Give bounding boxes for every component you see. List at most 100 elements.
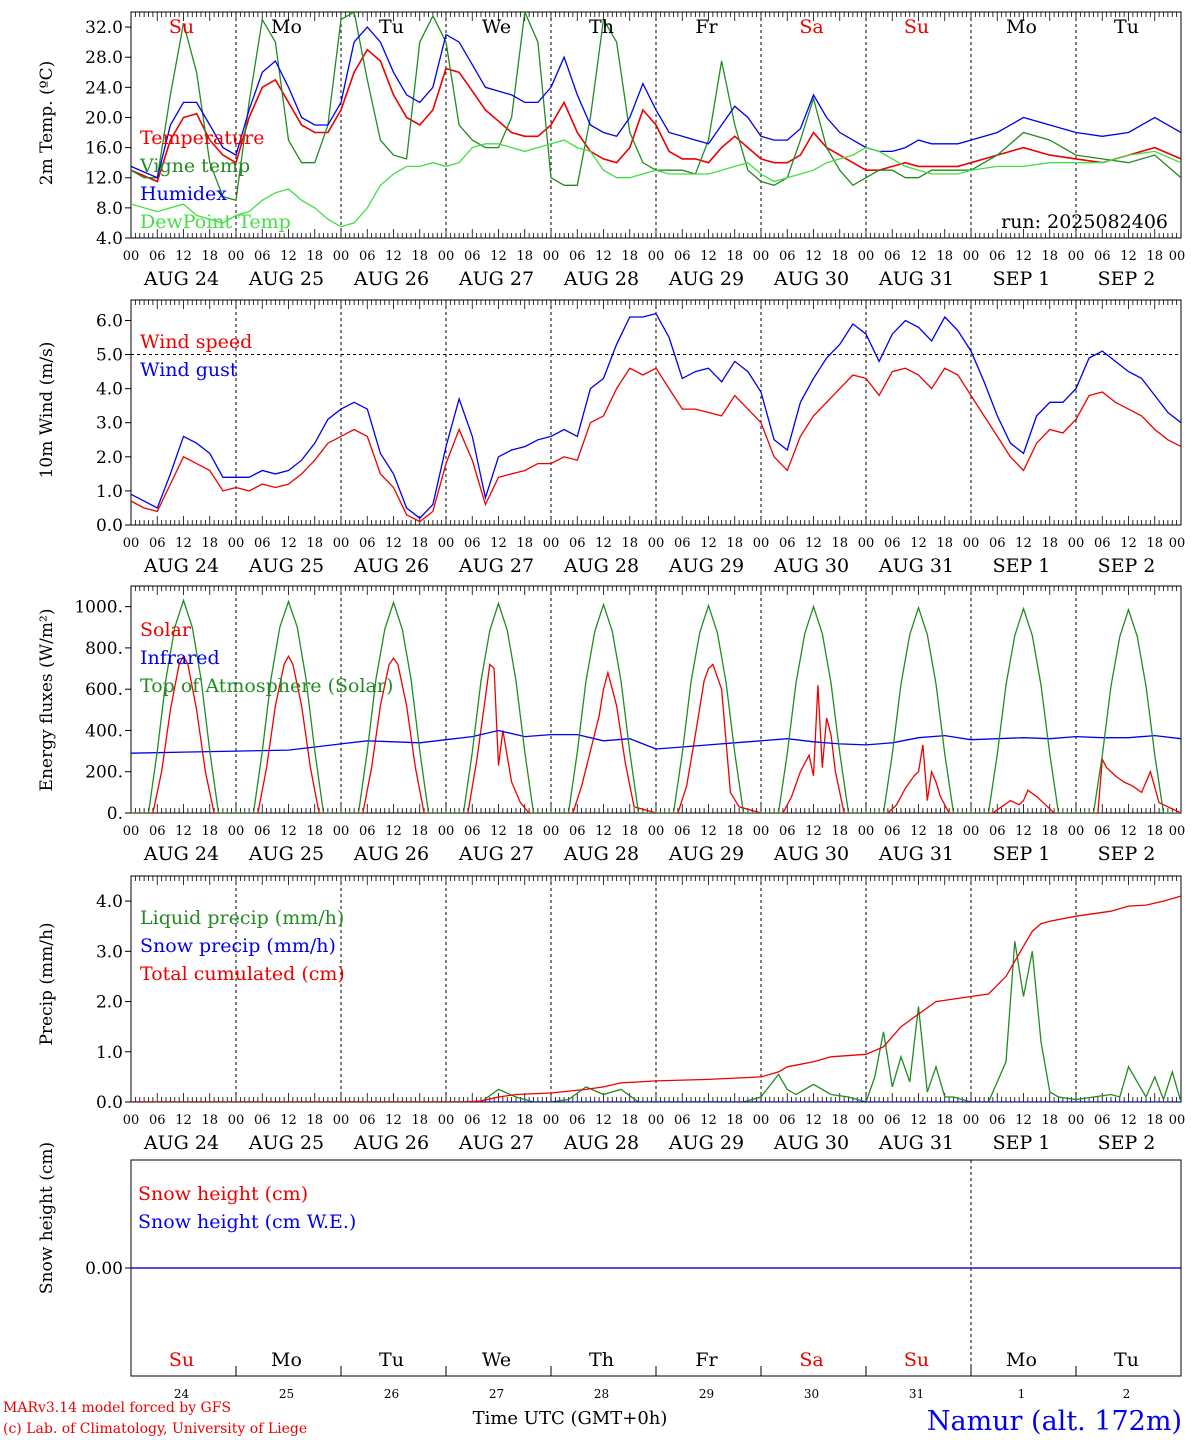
date-label: AUG 30 [773, 843, 849, 865]
hour-tick-label: 00 [858, 824, 875, 839]
weekday-label: Su [169, 1349, 194, 1371]
hour-tick-label: 12 [280, 1113, 297, 1128]
hour-tick-label: 06 [149, 1113, 166, 1128]
hour-tick-label: 18 [726, 1113, 743, 1128]
hour-tick-label: 00 [543, 824, 560, 839]
date-label: AUG 31 [878, 555, 954, 577]
hour-tick-label: 06 [884, 249, 901, 264]
hour-tick-label: 00 [963, 536, 980, 551]
hour-tick-label: 06 [779, 1113, 796, 1128]
weekday-label: Sa [799, 16, 823, 38]
hour-tick-label: 12 [490, 1113, 507, 1128]
y-tick-label: 16.0 [85, 139, 123, 159]
hour-tick-label: 00 [1068, 1113, 1085, 1128]
panel-3: 0. 200. 400. 600. 800. 1000. Energy fluxes (W/… [37, 585, 1185, 865]
legend-entry: Vigne temp [139, 155, 250, 177]
legend-entry: Wind speed [140, 331, 252, 353]
hour-tick-label: 06 [884, 824, 901, 839]
model-credit: MARv3.14 model forced by GFS [3, 1400, 231, 1416]
hour-tick-label: 18 [831, 1113, 848, 1128]
hour-tick-label: 06 [254, 1113, 271, 1128]
hour-tick-label: 00 [333, 249, 350, 264]
y-tick-label: 4.0 [96, 892, 123, 912]
hour-tick-label: 06 [674, 536, 691, 551]
series-line-dewpoint-temp [131, 139, 1181, 228]
weekday-label: Tu [379, 1349, 404, 1371]
location-label: Namur (alt. 172m) [927, 1406, 1182, 1437]
hour-tick-label: 12 [595, 824, 612, 839]
legend-entry: Liquid precip (mm/h) [140, 907, 344, 929]
hour-tick-label: 18 [621, 536, 638, 551]
hour-tick-label: 18 [621, 1113, 638, 1128]
hour-tick-label: 12 [595, 1113, 612, 1128]
series-line-liquid-precip-mm-h- [131, 941, 1181, 1102]
y-tick-label: 8.0 [96, 199, 123, 219]
weekday-label: Su [169, 16, 194, 38]
hour-tick-label: 06 [254, 249, 271, 264]
hour-tick-label: 18 [831, 824, 848, 839]
panel-5: 0.00 Snow height (cm) Snow height (cm) Snow… [37, 1142, 1182, 1401]
hour-tick-label: 06 [464, 824, 481, 839]
hour-tick-label: 00 [858, 249, 875, 264]
hour-tick-label: 12 [1015, 1113, 1032, 1128]
date-label: AUG 26 [353, 843, 429, 865]
hour-tick-label: 00 [228, 536, 245, 551]
y-axis-label: Precip (mm/h) [37, 922, 57, 1045]
hour-tick-label: 06 [1094, 249, 1111, 264]
hour-tick-label: 06 [989, 1113, 1006, 1128]
date-label: AUG 30 [773, 555, 849, 577]
date-label: AUG 27 [458, 1132, 534, 1154]
weekday-label: Tu [379, 16, 404, 38]
hour-tick-label: 12 [595, 536, 612, 551]
hour-tick-label: 00 [543, 1113, 560, 1128]
series-line-top-of-atmosphere-solar- [131, 598, 1181, 813]
hour-tick-label: 00 [1068, 824, 1085, 839]
date-label: AUG 30 [773, 1132, 849, 1154]
y-tick-label: 800. [85, 639, 123, 659]
series-line-vigne-temp [131, 12, 1181, 202]
hour-tick-label: 18 [516, 249, 533, 264]
hour-tick-label: 18 [516, 1113, 533, 1128]
hour-tick-label: 06 [674, 824, 691, 839]
date-label: AUG 24 [143, 555, 219, 577]
hour-tick-label: 00 [438, 1113, 455, 1128]
hour-tick-label: 06 [254, 536, 271, 551]
hour-tick-label: 18 [1041, 249, 1058, 264]
hour-tick-label: 18 [936, 536, 953, 551]
y-axis-label: Snow height (cm) [37, 1142, 57, 1294]
day-number-label: 28 [594, 1387, 609, 1401]
hour-tick-label: 18 [726, 536, 743, 551]
hour-tick-label: 06 [884, 536, 901, 551]
weekday-label: Sa [799, 1349, 823, 1371]
y-tick-label: 12.0 [85, 169, 123, 189]
hour-tick-label: 12 [805, 536, 822, 551]
x-minor-ticks [130, 300, 1182, 525]
day-number-label: 29 [699, 1387, 714, 1401]
hour-tick-label: 18 [1041, 824, 1058, 839]
hour-tick-label: 06 [464, 536, 481, 551]
y-tick-label: 200. [85, 763, 123, 783]
hour-tick-label: 18 [201, 536, 218, 551]
y-tick-label: 0.0 [96, 516, 123, 536]
time-axis-label: Time UTC (GMT+0h) [473, 1408, 668, 1429]
y-tick-label: 600. [85, 680, 123, 700]
hour-tick-label: 06 [359, 824, 376, 839]
hour-tick-label: 06 [1094, 824, 1111, 839]
hour-tick-label: 06 [779, 824, 796, 839]
hour-tick-label: 00 [1068, 249, 1085, 264]
hour-tick-label: 06 [569, 536, 586, 551]
hour-tick-label: 12 [385, 824, 402, 839]
hour-tick-label: 12 [385, 536, 402, 551]
hour-tick-label: 00 [333, 1113, 350, 1128]
hour-tick-label: 00 [648, 249, 665, 264]
date-label: AUG 27 [458, 268, 534, 290]
hour-tick-label: 00 [963, 824, 980, 839]
hour-tick-label: 12 [1120, 249, 1137, 264]
hour-tick-label: 00 [1068, 536, 1085, 551]
date-label: AUG 26 [353, 555, 429, 577]
x-minor-ticks [130, 876, 1182, 1102]
panel-4: 0.0 1.0 2.0 3.0 4.0 Precip (mm/h) Liquid preci… [37, 875, 1185, 1154]
hour-tick-label: 06 [569, 824, 586, 839]
y-tick-label: 28.0 [85, 48, 123, 68]
hour-tick-label: 12 [1015, 249, 1032, 264]
